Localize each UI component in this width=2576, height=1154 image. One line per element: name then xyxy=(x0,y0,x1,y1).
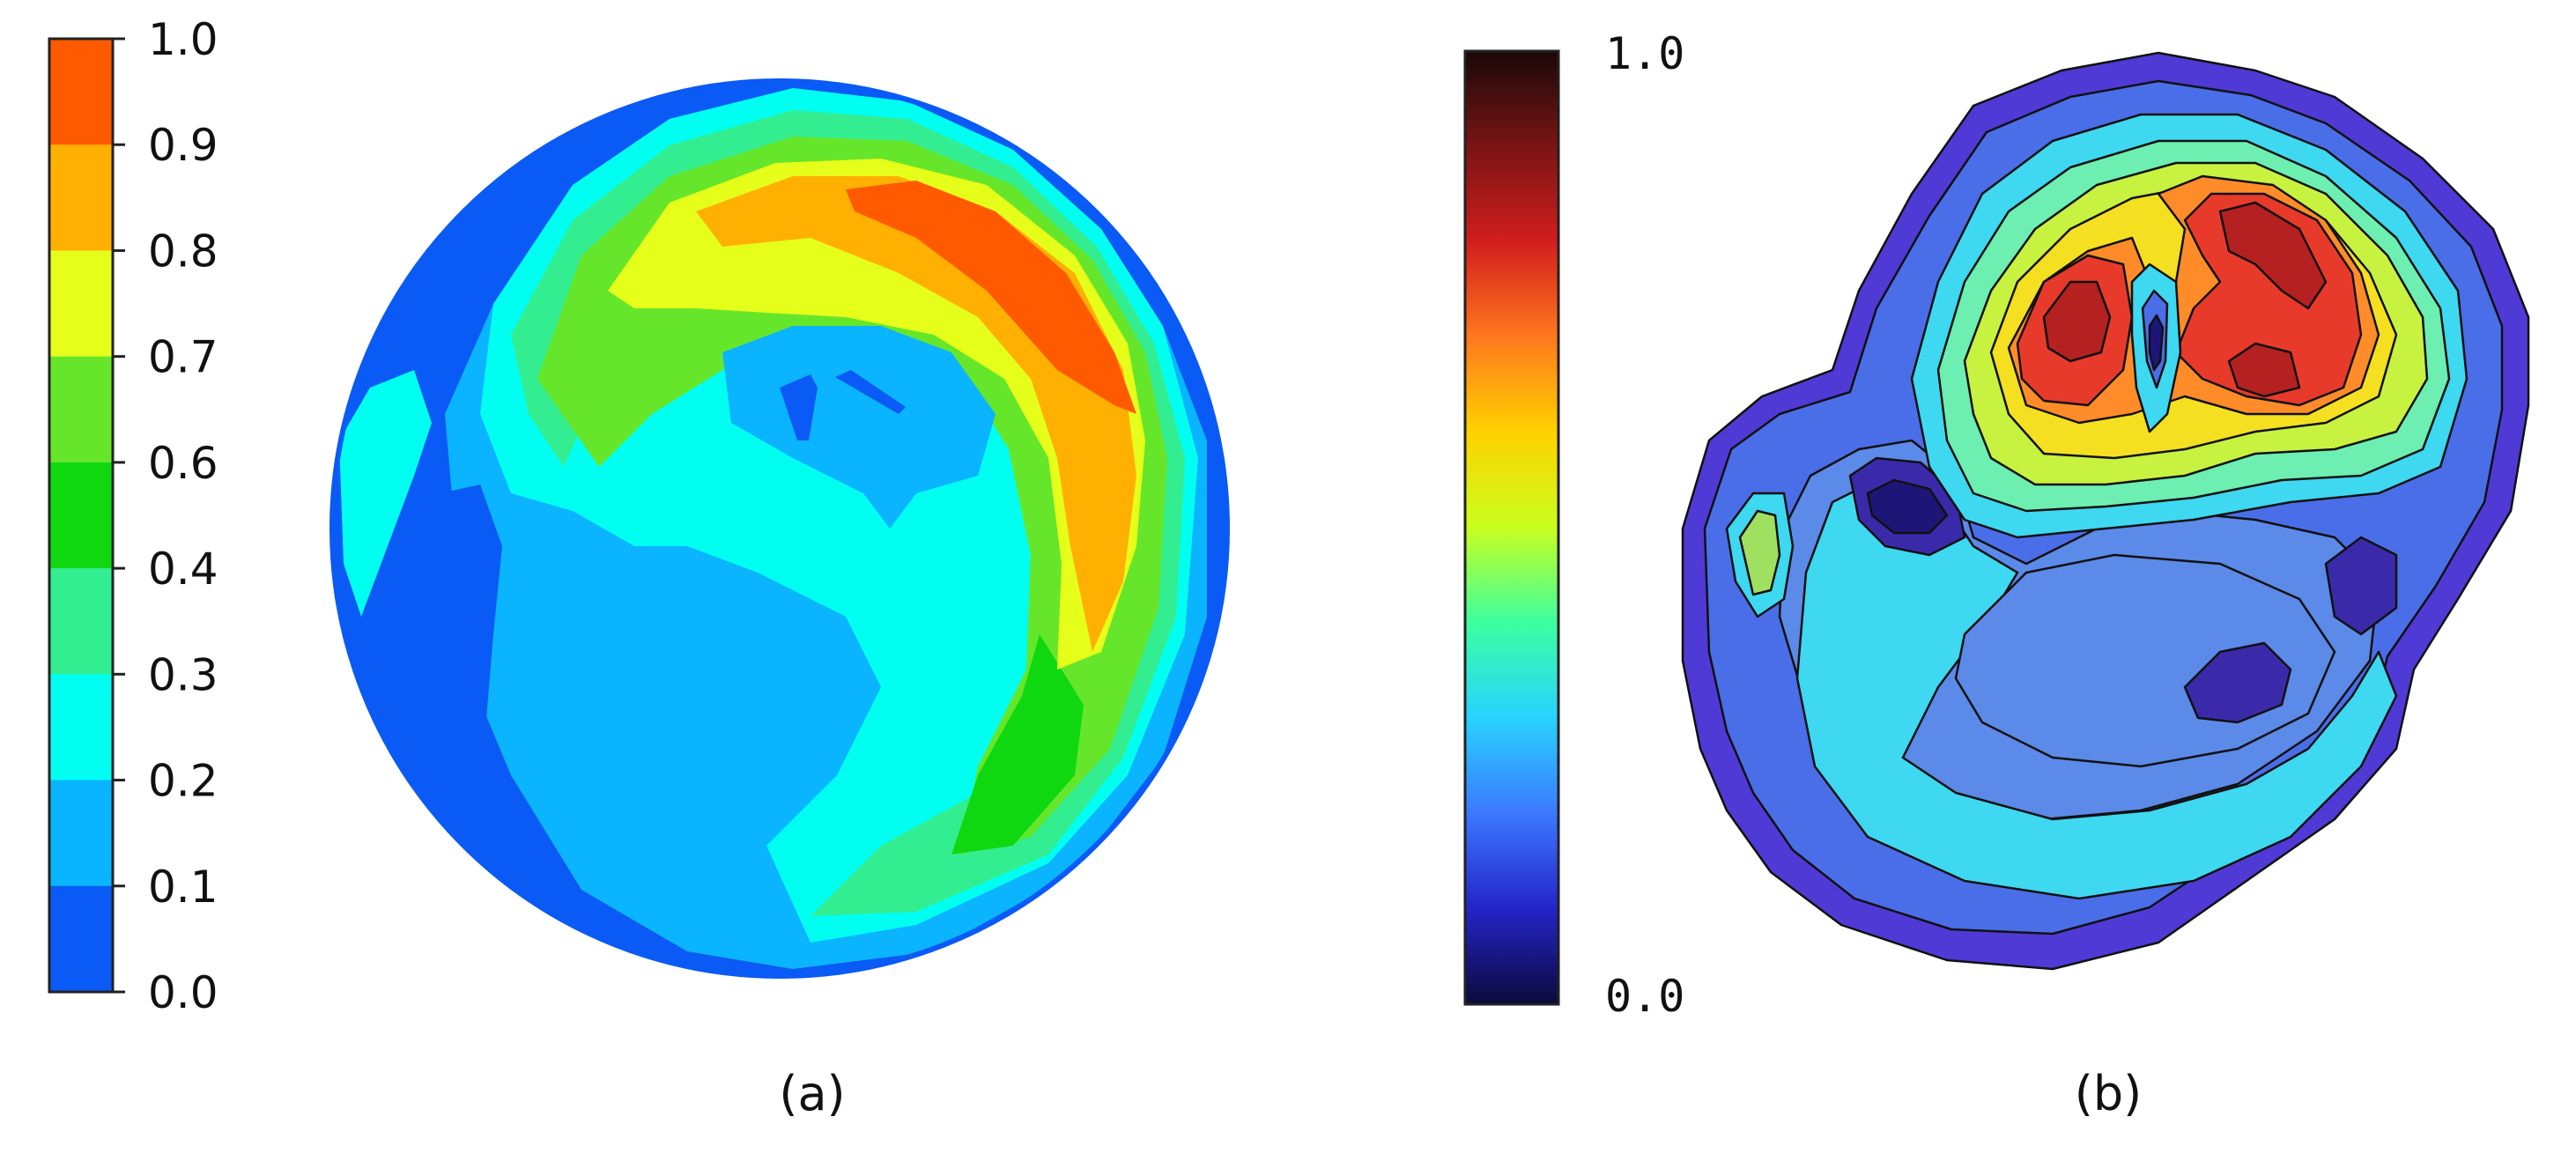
colorbar-a-tick-label: 0.6 xyxy=(148,438,218,489)
colorbar-b-min-label: 0.0 xyxy=(1605,971,1684,1022)
colorbar-a-tick-label: 0.0 xyxy=(148,967,218,1018)
panel-b: 1.0 0.0 xyxy=(1463,28,2530,1121)
colorbar-a-tick-label: 0.7 xyxy=(148,332,218,383)
colorbar-b-max-label: 1.0 xyxy=(1605,28,1684,79)
colorbar-a-tick-label: 0.1 xyxy=(148,862,218,913)
map-a-outline xyxy=(329,78,1230,979)
colorbar-a-band xyxy=(49,780,113,887)
colorbar-a-tick-label: 0.2 xyxy=(148,756,218,807)
caption-b: (b) xyxy=(2075,1066,2142,1121)
caption-a: (a) xyxy=(779,1066,845,1121)
colorbar-a-band xyxy=(49,885,113,993)
contour-map-a xyxy=(332,81,1227,976)
colorbar-a-tick-label: 0.8 xyxy=(148,226,218,277)
colorbar-a-band xyxy=(49,674,113,781)
colorbar-a-band xyxy=(49,462,113,569)
colorbar-a-band xyxy=(49,356,113,463)
contour-map-b xyxy=(1681,51,2530,971)
colorbar-b-gradient xyxy=(1463,49,1560,1006)
colorbar-a-frame xyxy=(48,37,115,994)
colorbar-a-band xyxy=(49,568,113,675)
panel-a: 1.0 0.9 0.8 0.7 0.6 0.4 0.3 0.2 0.1 0.0 xyxy=(48,14,1230,1121)
colorbar-a-band xyxy=(49,144,113,251)
colorbar-a-tick-label: 1.0 xyxy=(148,14,218,65)
colorbar-a-tick-label: 0.3 xyxy=(148,649,218,700)
colorbar-a-tick-label: 0.4 xyxy=(148,544,218,595)
colorbar-a-band xyxy=(49,250,113,358)
colorbar-a: 1.0 0.9 0.8 0.7 0.6 0.4 0.3 0.2 0.1 0.0 xyxy=(48,14,218,1018)
colorbar-b: 1.0 0.0 xyxy=(1463,28,1684,1022)
colorbar-a-band xyxy=(49,39,113,145)
colorbar-a-tick-label: 0.9 xyxy=(148,120,218,171)
